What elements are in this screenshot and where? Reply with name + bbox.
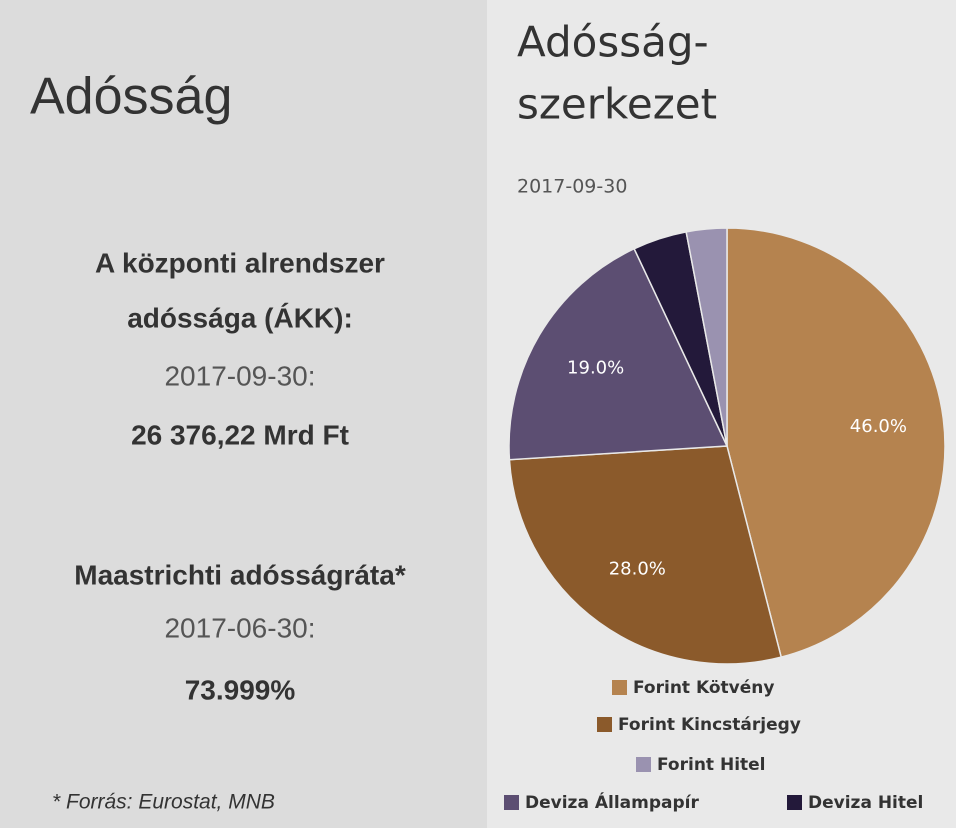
chart-title: Adósság- bbox=[517, 18, 709, 67]
legend-label: Deviza Állampapír bbox=[525, 791, 699, 813]
debt-value: 26 376,22 Mrd Ft bbox=[131, 419, 349, 450]
debt-date: 2017-09-30: bbox=[164, 360, 315, 391]
legend-label: Forint Hitel bbox=[657, 755, 766, 775]
debt-label: A központi alrendszer bbox=[95, 247, 385, 278]
ratio-label: Maastrichti adósságráta* bbox=[74, 559, 406, 590]
pie-slice bbox=[685, 227, 728, 447]
data-label: 46.0% bbox=[850, 416, 907, 437]
legend-swatch bbox=[787, 795, 802, 810]
ratio-value: 73.999% bbox=[185, 674, 296, 705]
legend-swatch bbox=[504, 795, 519, 810]
legend-swatch bbox=[612, 680, 627, 695]
data-label: 28.0% bbox=[609, 558, 666, 579]
ratio-date: 2017-06-30: bbox=[164, 612, 315, 643]
legend-label: Forint Kötvény bbox=[633, 678, 774, 698]
chart-subtitle: 2017-09-30 bbox=[517, 176, 627, 198]
left-panel bbox=[0, 0, 487, 828]
pie-slice bbox=[508, 445, 783, 665]
chart-title: szerkezet bbox=[517, 80, 717, 129]
legend-swatch bbox=[636, 757, 651, 772]
legend-label: Deviza Hitel bbox=[808, 793, 923, 813]
debt-label: adóssága (ÁKK): bbox=[127, 302, 353, 333]
pie-slice bbox=[508, 247, 729, 461]
legend-swatch bbox=[597, 717, 612, 732]
legend-label: Forint Kincstárjegy bbox=[618, 715, 801, 735]
pie-slice bbox=[726, 227, 946, 659]
data-label: 19.0% bbox=[567, 357, 624, 378]
heading: Adósság bbox=[30, 68, 232, 126]
source: * Forrás: Eurostat, MNB bbox=[52, 791, 275, 814]
